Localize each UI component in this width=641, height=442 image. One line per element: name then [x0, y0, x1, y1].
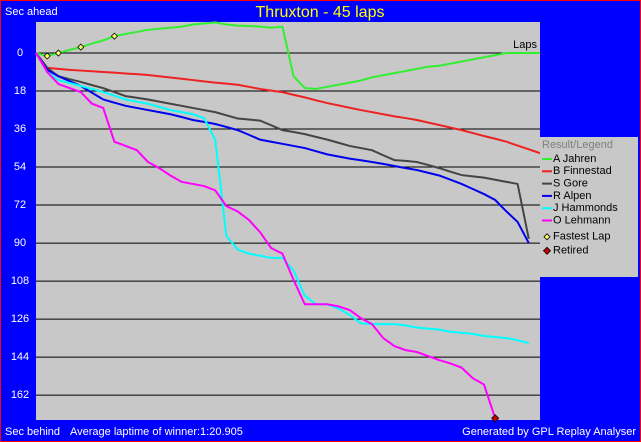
retired-marker	[491, 414, 500, 423]
series-line	[35, 21, 540, 90]
footer-right: Generated by GPL Replay Analyser	[462, 426, 636, 438]
series-line	[35, 52, 497, 419]
series-line	[35, 52, 530, 244]
series-line	[35, 52, 530, 240]
series-line	[35, 52, 541, 155]
y-tick-label: 18	[14, 85, 26, 97]
y-tick-label: 72	[14, 199, 26, 211]
chart-title: Thruxton - 45 laps	[256, 4, 385, 21]
fastest-lap-marker	[110, 32, 118, 40]
legend-label: A Jahren	[553, 153, 596, 165]
legend-box	[540, 137, 638, 277]
y-tick-label: 36	[14, 123, 26, 135]
legend-retired-icon	[542, 246, 552, 255]
series-line	[35, 52, 530, 345]
legend-title: Result/Legend	[542, 139, 613, 151]
y-bottom-label: Sec behind	[5, 426, 60, 438]
x-axis-label: Laps	[513, 39, 537, 51]
y-tick-label: 162	[11, 389, 29, 401]
legend-fastest-icon	[543, 233, 551, 241]
y-top-label: Sec ahead	[5, 6, 58, 18]
fastest-lap-marker	[54, 49, 62, 57]
legend-label: S Gore	[553, 178, 588, 190]
legend-label: R Alpen	[553, 190, 592, 202]
legend-label: Fastest Lap	[553, 231, 610, 243]
fastest-lap-marker	[43, 52, 51, 60]
legend-label: J Hammonds	[553, 202, 618, 214]
y-tick-label: 108	[11, 275, 29, 287]
y-tick-label: 126	[11, 313, 29, 325]
y-tick-label: 0	[17, 47, 23, 59]
legend-label: Retired	[553, 245, 588, 257]
plot-area	[36, 22, 540, 420]
fastest-lap-marker	[77, 43, 85, 51]
footer-left: Average laptime of winner:1:20.905	[70, 426, 243, 438]
y-tick-label: 90	[14, 237, 26, 249]
y-tick-label: 144	[11, 351, 29, 363]
y-tick-label: 54	[14, 161, 26, 173]
legend-label: O Lehmann	[553, 214, 610, 226]
legend-label: B Finnestad	[553, 165, 612, 177]
